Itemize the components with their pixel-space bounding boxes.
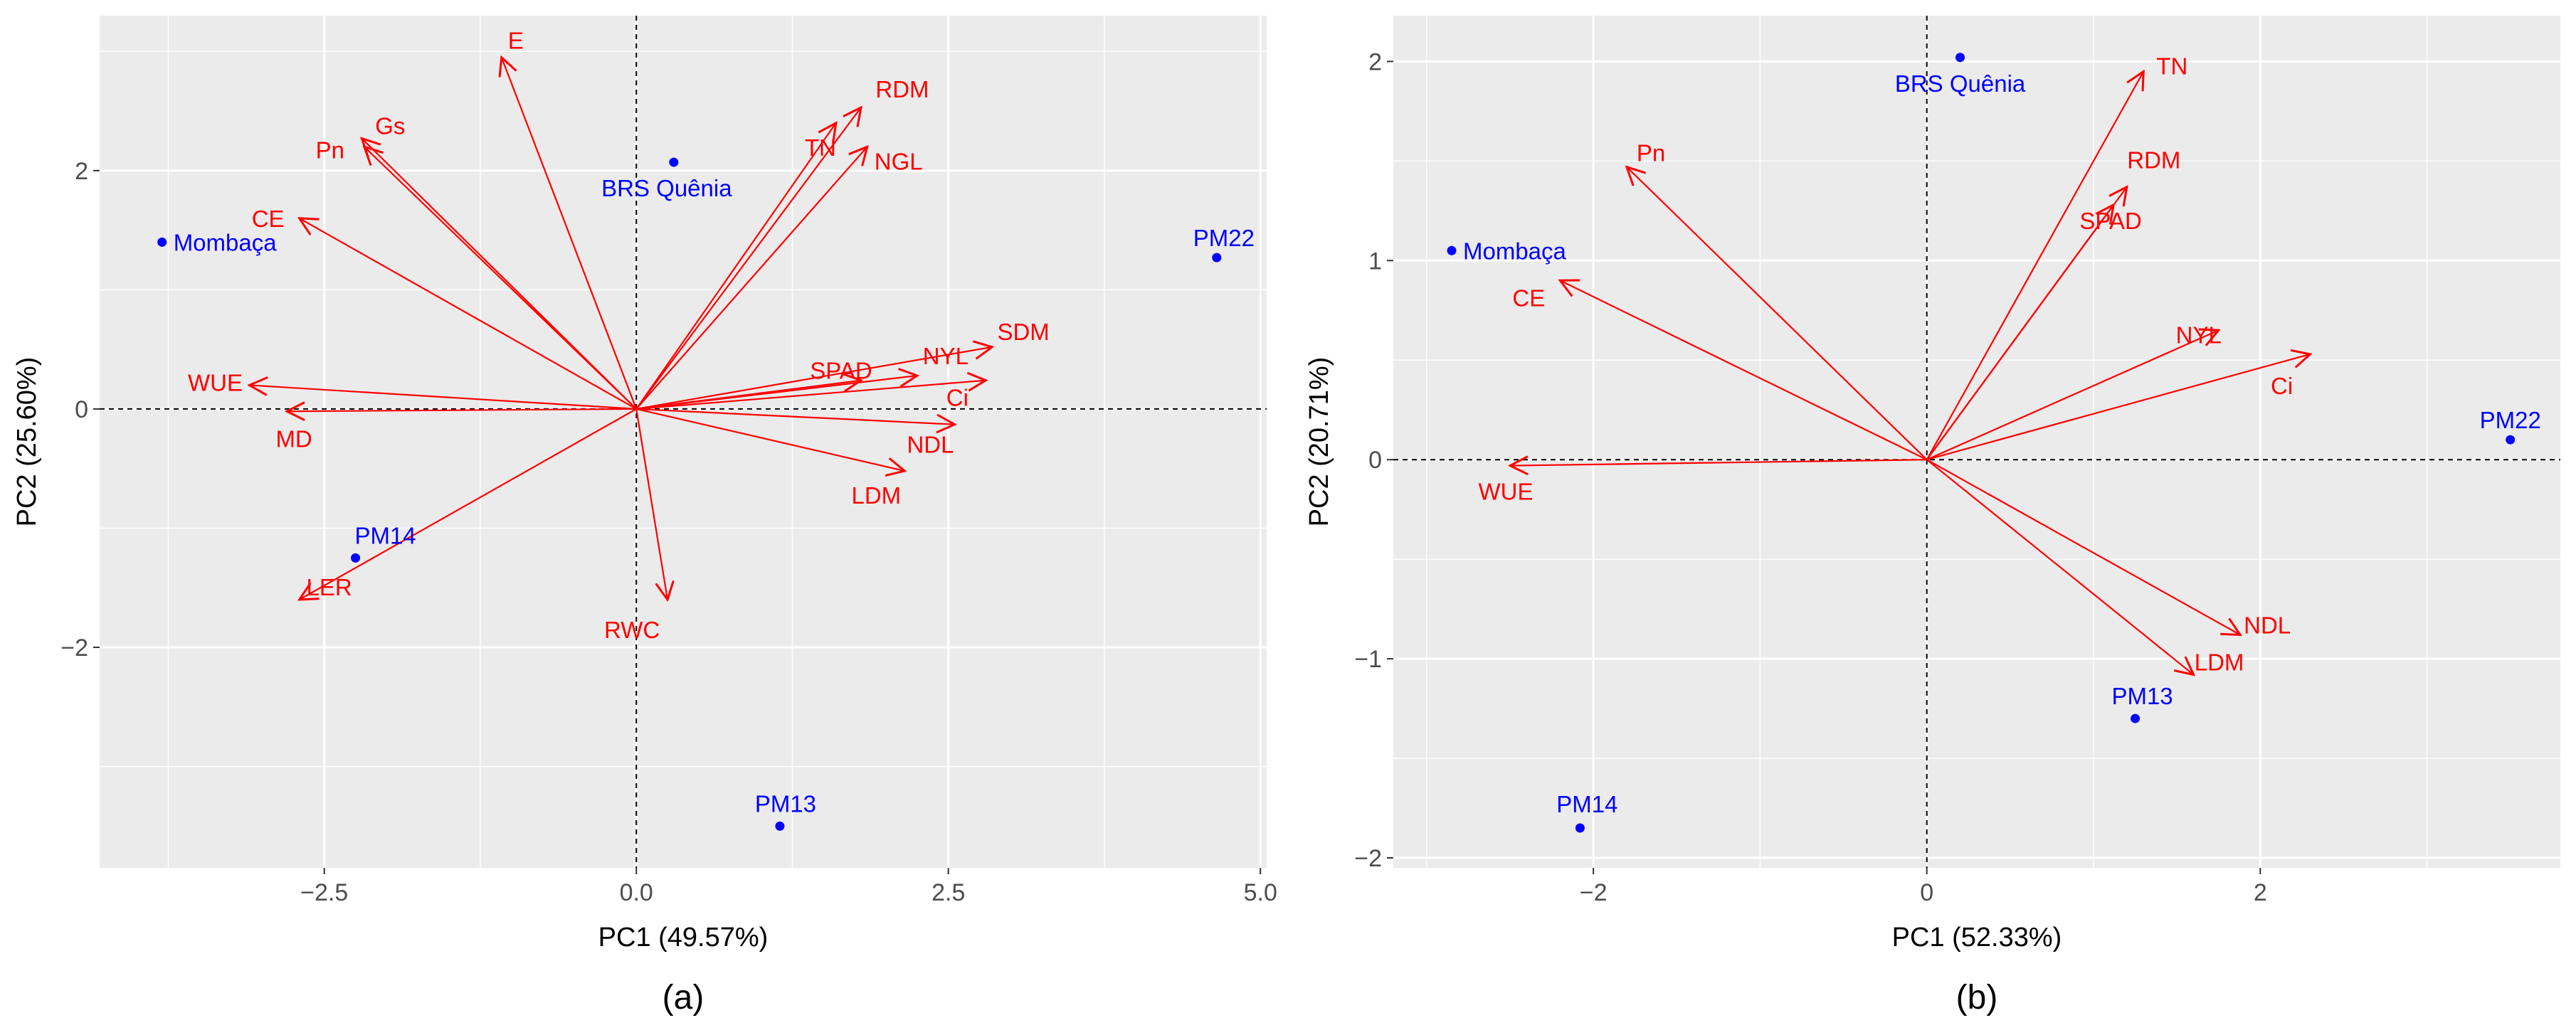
chart-a-x-tick-label-1: 0.0 xyxy=(620,879,653,906)
chart-b-vector-label-ndl: NDL xyxy=(2244,612,2291,639)
chart-a-vector-rdm xyxy=(635,107,861,410)
chart-b-vector-label-spad: SPAD xyxy=(2079,208,2141,234)
chart-a-vector-label-ci: Ci xyxy=(946,385,968,411)
chart-b-x-tick-label-2: 2 xyxy=(2254,879,2267,906)
chart-b-point-pm14 xyxy=(1575,823,1585,833)
chart-a-vector-label-ce: CE xyxy=(252,206,285,232)
chart-a-point-label-pm22: PM22 xyxy=(1193,225,1255,251)
chart-a-vector-ler xyxy=(300,408,637,600)
chart-a-vector-label-tn: TN xyxy=(805,134,836,161)
chart-a-y-axis-title: PC2 (25.60%) xyxy=(12,357,42,527)
chart-a-vector-rwc xyxy=(635,408,667,600)
chart-a-x-tick-label-2: 2.5 xyxy=(931,879,965,906)
chart-a-x-axis-title: PC1 (49.57%) xyxy=(598,923,769,952)
chart-b-vector-label-wue: WUE xyxy=(1479,479,1534,505)
chart-a-vector-wue xyxy=(249,385,637,410)
chart-a-vector-ndl xyxy=(636,408,954,425)
chart-a-vector-label-e: E xyxy=(508,28,524,54)
chart-b-point-pm13 xyxy=(2131,713,2140,723)
chart-a-vector-ldm xyxy=(635,408,904,471)
chart-b-point-brs-quenia xyxy=(1955,53,1965,63)
chart-a-panel-background xyxy=(100,16,1267,868)
chart-a-vector-label-ndl: NDL xyxy=(907,432,954,458)
chart-b-vector-ce xyxy=(1560,280,1928,461)
chart-a-vector-label-wue: WUE xyxy=(188,369,243,396)
chart-b-y-tick-label-1: −1 xyxy=(1354,646,1382,673)
chart-b-x-tick-label-1: 0 xyxy=(1920,879,1933,906)
chart-a-caption: (a) xyxy=(663,979,704,1017)
chart-a-point-label-pm13: PM13 xyxy=(755,790,816,817)
chart-a-vector-label-nyl: NYL xyxy=(923,343,968,369)
chart-a-point-pm13 xyxy=(775,821,785,831)
chart-b-panel-background xyxy=(1393,16,2560,868)
chart-a-point-mombaca xyxy=(157,237,167,247)
chart-a-vector-sdm xyxy=(636,347,992,410)
chart-a-y-tick-label-2: 2 xyxy=(75,158,88,185)
chart-b-vector-label-pn: Pn xyxy=(1637,140,1665,166)
chart-b-vector-nyl xyxy=(1926,330,2219,461)
chart-a-vector-e xyxy=(502,58,638,410)
chart-b-y-tick-label-0: −2 xyxy=(1354,845,1382,872)
chart-a-point-brs-quenia xyxy=(669,157,679,167)
chart-b-caption: (b) xyxy=(1956,979,1998,1017)
chart-a-vector-ce xyxy=(300,218,637,410)
chart-b-point-label-pm14: PM14 xyxy=(1556,791,1617,817)
chart-b-vector-tn xyxy=(1926,71,2144,460)
chart-b-vector-label-ci: Ci xyxy=(2271,373,2293,399)
chart-a-vector-pn xyxy=(364,147,637,410)
chart-b-y-tick-label-3: 1 xyxy=(1368,248,1382,275)
chart-a-vector-label-ngl: NGL xyxy=(875,148,923,174)
chart-a-vector-label-sdm: SDM xyxy=(997,319,1049,345)
chart-b-y-tick-label-2: 0 xyxy=(1368,447,1382,474)
chart-a-vector-label-ler: LER xyxy=(307,574,352,600)
chart-a-y-tick-label-0: −2 xyxy=(60,635,88,662)
chart-b-vector-wue xyxy=(1510,460,1927,465)
chart-a-vector-label-rdm: RDM xyxy=(875,76,929,102)
chart-a-vector-label-ldm: LDM xyxy=(851,482,901,509)
chart-b-vector-label-ldm: LDM xyxy=(2195,649,2244,675)
chart-a-vector-tn xyxy=(635,123,836,410)
chart-a-x-tick-label-0: −2.5 xyxy=(300,879,348,906)
chart-b-y-axis-title: PC2 (20.71%) xyxy=(1304,357,1334,527)
chart-b-vector-ldm xyxy=(1926,459,2194,674)
chart-b-x-tick-label-0: −2 xyxy=(1580,879,1608,906)
chart-b-vector-label-nyl: NYL xyxy=(2176,322,2222,348)
chart-a-vector-ci xyxy=(636,381,986,410)
chart-a-vector-label-rwc: RWC xyxy=(604,617,660,643)
chart-a-point-label-brs-quenia: BRS Quênia xyxy=(601,175,732,201)
chart-a-vector-ngl xyxy=(635,147,867,410)
chart-b-point-label-brs-quenia: BRS Quênia xyxy=(1895,70,2026,97)
chart-b-vector-label-rdm: RDM xyxy=(2127,147,2180,174)
chart-a-point-label-mombaca: Mombaça xyxy=(174,229,278,255)
chart-a: E Gs Pn CE WUE MD LER RWC RDM TN NGL SDM NYL SPAD Ci ND… xyxy=(12,16,1277,1017)
chart-b-y-tick-label-4: 2 xyxy=(1368,48,1382,75)
chart-b-vector-pn xyxy=(1627,167,1928,460)
chart-b-point-label-pm13: PM13 xyxy=(2111,683,2173,709)
chart-a-vector-spad xyxy=(636,381,861,410)
chart-a-vector-label-pn: Pn xyxy=(316,137,344,163)
chart-a-vector-label-md: MD xyxy=(275,425,312,452)
chart-a-vector-label-gs: Gs xyxy=(375,113,405,139)
chart-b-point-mombaca xyxy=(1447,245,1457,255)
chart-a-x-tick-label-3: 5.0 xyxy=(1244,879,1277,906)
chart-a-y-tick-label-1: 0 xyxy=(75,396,88,423)
chart-b-vector-ndl xyxy=(1926,459,2240,635)
chart-b-vector-label-ce: CE xyxy=(1512,285,1545,311)
chart-b-vector-spad xyxy=(1926,205,2113,460)
chart-b-point-pm22 xyxy=(2506,435,2516,445)
chart-a-point-pm22 xyxy=(1212,253,1222,262)
chart-b-point-label-mombaca: Mombaça xyxy=(1463,238,1567,264)
chart-b-point-label-pm22: PM22 xyxy=(2480,407,2541,433)
chart-b-x-axis-title: PC1 (52.33%) xyxy=(1892,923,2062,952)
chart-a-vector-md xyxy=(287,409,637,411)
chart-b-vector-ci xyxy=(1926,354,2311,461)
chart-a-point-label-pm14: PM14 xyxy=(354,522,416,548)
chart-a-vector-label-spad: SPAD xyxy=(810,358,872,384)
chart-a-point-pm14 xyxy=(351,553,361,563)
chart-b-vector-label-tn: TN xyxy=(2156,53,2187,79)
